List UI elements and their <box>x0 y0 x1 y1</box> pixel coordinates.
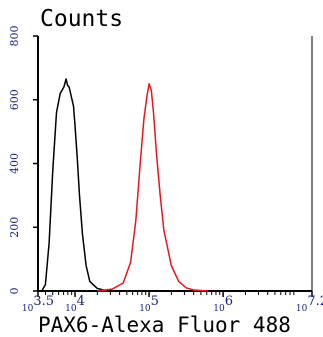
x-tick-label-4: 104 <box>65 294 85 314</box>
series-layer <box>41 78 209 292</box>
y-tick-label-600: 600 <box>8 89 21 110</box>
ticks: 0 200 400 600 800 103.5 104 105 106 107.2 <box>8 26 323 315</box>
x-tick-label-6: 106 <box>213 294 233 314</box>
x-axis-label: PAX6-Alexa Fluor 488 <box>38 313 291 337</box>
y-tick-label-400: 400 <box>8 153 21 174</box>
x-tick-label-7.2: 107.2 <box>296 294 323 314</box>
x-tick-label-5: 105 <box>139 294 159 314</box>
y-tick-label-800: 800 <box>8 26 21 47</box>
y-tick-label-200: 200 <box>8 217 21 238</box>
series-1-line <box>97 83 209 292</box>
y-tick-label-0: 0 <box>8 288 21 295</box>
series-0-line <box>41 78 120 292</box>
chart-title: Counts <box>40 6 124 32</box>
x-tick-label-3.5: 103.5 <box>22 294 54 314</box>
axes <box>37 36 313 292</box>
